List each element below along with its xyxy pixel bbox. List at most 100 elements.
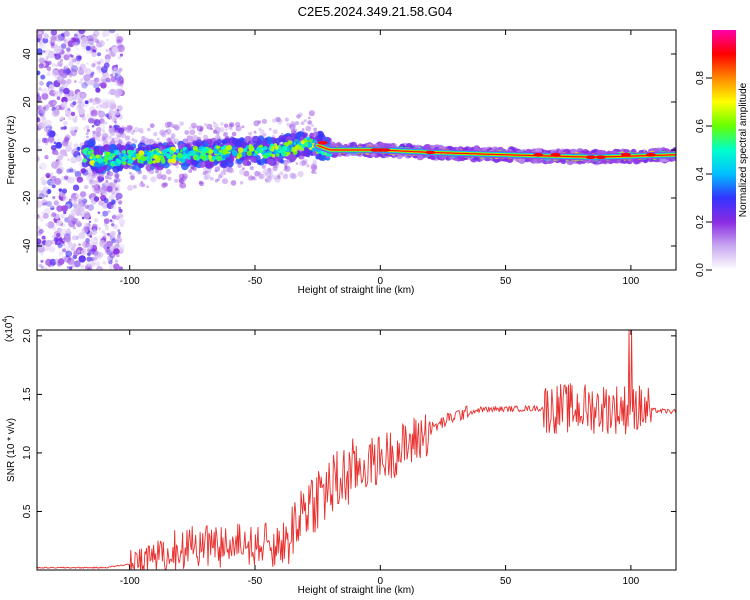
- heatmap-halo-blob: [239, 168, 246, 176]
- heatmap-noise-blob: [45, 55, 50, 59]
- heatmap-noise-blob: [68, 266, 73, 270]
- heatmap-noise-blob: [69, 64, 77, 72]
- heatmap-core-blob: [246, 150, 252, 156]
- heatmap-noise-blob: [50, 42, 55, 47]
- heatmap-noise-blob: [99, 235, 103, 240]
- heatmap-noise-blob: [38, 263, 43, 268]
- heatmap-halo-blob: [109, 182, 113, 186]
- heatmap-noise-blob: [39, 162, 47, 170]
- heatmap-noise-blob: [59, 149, 67, 157]
- heatmap-noise-blob: [116, 76, 123, 83]
- heatmap-noise-blob: [76, 100, 80, 104]
- snr-panel: -100 -50 0 50 100 0.5 1.0 1.5 2.0 Height of stra…: [2, 315, 677, 596]
- heatmap-noise-blob: [37, 38, 41, 43]
- heatmap-noise-blob: [45, 239, 53, 247]
- heatmap-noise-blob: [66, 78, 72, 85]
- heatmap-noise-blob: [50, 175, 57, 182]
- heatmap-halo-blob: [273, 175, 278, 180]
- heatmap-noise-blob: [76, 47, 79, 51]
- heatmap-core-blob: [242, 147, 248, 153]
- heatmap-band-blob: [181, 162, 189, 171]
- heatmap-noise-blob: [110, 73, 114, 77]
- heatmap-noise-blob: [118, 213, 124, 219]
- snr-xlabel: Height of straight line (km): [298, 585, 415, 596]
- heatmap-core-blob: [325, 153, 329, 157]
- heatmap-noise-blob: [41, 137, 48, 143]
- heatmap-noise-blob: [98, 139, 101, 142]
- heatmap-noise-blob: [109, 172, 114, 176]
- heatmap-band-blob: [131, 165, 136, 170]
- heatmap-halo-blob: [113, 178, 118, 183]
- heatmap-noise-blob: [97, 267, 101, 270]
- heatmap-noise-blob: [67, 158, 71, 162]
- heatmap-noise-blob: [86, 135, 89, 139]
- heatmap-noise-blob: [68, 167, 74, 172]
- heatmap-noise-blob: [107, 210, 111, 214]
- heatmap-noise-blob: [117, 44, 125, 53]
- heatmap-core-blob: [167, 158, 172, 163]
- heatmap-core-blob: [113, 161, 118, 166]
- heatmap-noise-blob: [72, 169, 77, 173]
- heatmap-noise-blob: [38, 31, 42, 35]
- heatmap-halo-blob: [229, 167, 232, 170]
- heatmap-noise-blob: [71, 209, 76, 214]
- heatmap-core-blob: [128, 149, 134, 156]
- heatmap-noise-blob: [110, 231, 115, 237]
- heatmap-noise-blob: [56, 152, 64, 161]
- heatmap-core-blob: [166, 153, 172, 159]
- heatmap-noise-blob: [71, 68, 75, 72]
- heatmap-noise-blob: [45, 172, 51, 179]
- heatmap-noise-blob: [70, 197, 78, 205]
- heatmap-halo-blob: [214, 179, 219, 183]
- heatmap-noise-blob: [81, 36, 88, 43]
- heatmap-noise-blob: [95, 105, 99, 109]
- heatmap-noise-blob: [82, 169, 89, 176]
- heatmap-noise-blob: [61, 188, 68, 194]
- heatmap-noise-blob: [72, 101, 77, 106]
- svg-text:(x104): (x104): [2, 315, 15, 342]
- heatmap-core-blob: [113, 149, 120, 156]
- heatmap-noise-blob: [77, 207, 86, 215]
- heatmap-noise-blob: [67, 40, 75, 48]
- heatmap-halo-blob: [142, 174, 148, 180]
- heatmap-noise-blob: [112, 213, 119, 220]
- heatmap-noise-blob: [91, 228, 98, 235]
- heatmap-noise-blob: [98, 110, 101, 113]
- heatmap-noise-blob: [57, 242, 63, 248]
- heatmap-noise-blob: [49, 89, 56, 97]
- heatmap-noise-blob: [61, 96, 68, 104]
- heatmap-noise-blob: [50, 35, 57, 42]
- heatmap-noise-blob: [107, 91, 111, 95]
- heatmap-noise-blob: [57, 61, 63, 67]
- heatmap-core-blob: [196, 151, 200, 155]
- heatmap-halo-blob: [161, 182, 167, 188]
- heatmap-core-blob: [133, 149, 137, 153]
- heatmap-noise-blob: [39, 43, 42, 46]
- heatmap-halo-blob: [141, 131, 144, 134]
- heatmap-halo-blob: [284, 173, 288, 177]
- heatmap-core-blob: [271, 153, 276, 158]
- heatmap-noise-blob: [37, 225, 41, 230]
- heatmap-noise-blob: [50, 172, 54, 175]
- heatmap-core-blob: [301, 148, 305, 151]
- heatmap-noise-blob: [109, 88, 116, 96]
- spectrogram-heatmap: [37, 30, 676, 270]
- heatmap-halo-blob: [214, 126, 221, 134]
- heatmap-noise-blob: [104, 58, 110, 64]
- heatmap-core-blob: [281, 145, 288, 152]
- heatmap-noise-blob: [41, 115, 47, 122]
- heatmap-noise-blob: [108, 234, 112, 238]
- heatmap-noise-blob: [47, 87, 51, 91]
- heatmap-core-blob: [200, 152, 205, 157]
- colorbar-tick-label: 0.2: [695, 215, 706, 229]
- heatmap-noise-blob: [38, 42, 46, 49]
- y-tick-label: 40: [22, 48, 33, 60]
- heatmap-halo-blob: [125, 127, 131, 133]
- colorbar-tick-label: 0.4: [695, 167, 706, 181]
- heatmap-noise-blob: [112, 101, 115, 105]
- heatmap-noise-blob: [37, 198, 40, 202]
- heatmap-halo-blob: [229, 127, 233, 131]
- colorbar-tick-label: 0.8: [695, 71, 706, 85]
- heatmap-noise-blob: [40, 259, 44, 263]
- heatmap-noise-blob: [86, 50, 90, 54]
